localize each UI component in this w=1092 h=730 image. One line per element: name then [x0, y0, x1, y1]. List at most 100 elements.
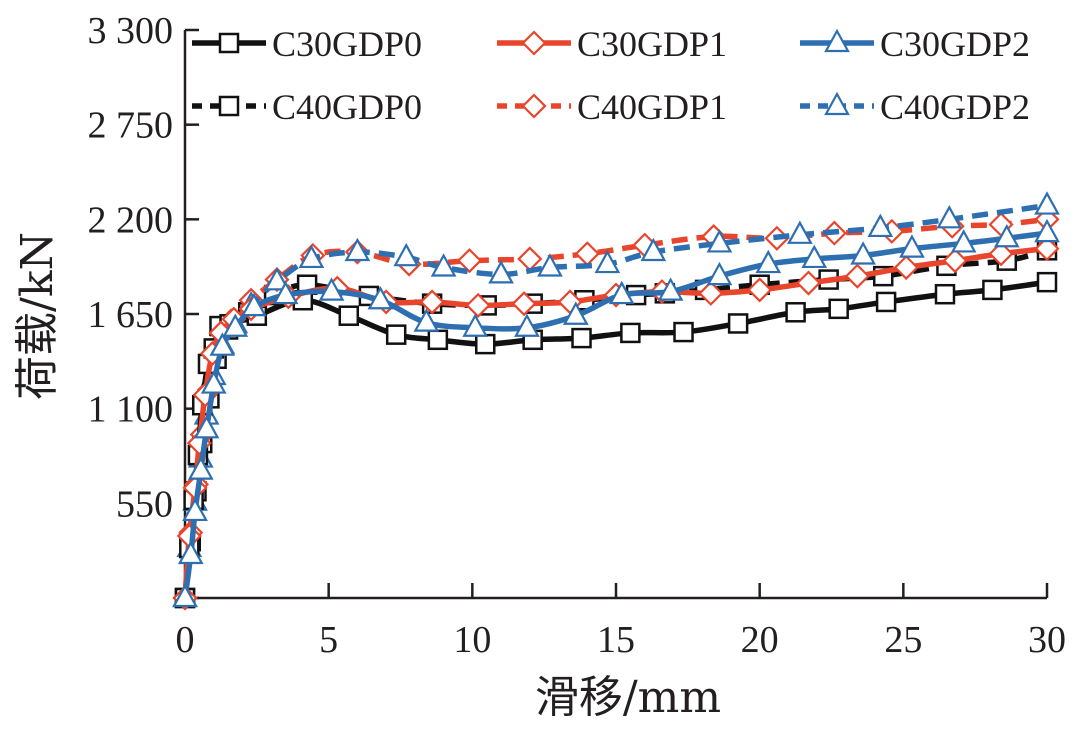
- data-point-triangle: [537, 253, 563, 277]
- data-point-triangle: [936, 205, 963, 229]
- data-point-triangle: [222, 313, 249, 337]
- data-point-triangle: [608, 280, 635, 305]
- data-point-triangle: [950, 229, 977, 253]
- data-point-triangle: [514, 313, 540, 337]
- data-point-triangle: [706, 261, 733, 286]
- data-point-triangle: [850, 241, 876, 265]
- legend-label: C40GDP2: [880, 87, 1030, 127]
- data-point-square: [338, 305, 360, 326]
- legend: C30GDP0 C30GDP1 C30GDP2 C40GDP0 C40GDP1 C40GD…: [192, 24, 1030, 127]
- x-tick-label: 15: [597, 619, 635, 661]
- data-point-triangle: [1034, 191, 1060, 215]
- x-tick-label: 25: [884, 619, 922, 661]
- data-point-triangle: [787, 220, 813, 244]
- data-point-diamond: [942, 248, 968, 274]
- legend-marker-diamond: [521, 93, 547, 119]
- series-line-c30gdp0: [182, 279, 1048, 599]
- data-point-triangle: [488, 260, 514, 284]
- data-point-triangle: [272, 280, 299, 305]
- data-point-diamond: [844, 263, 870, 289]
- legend-label: C30GDP2: [880, 24, 1030, 64]
- y-tick-label: 550: [116, 483, 173, 525]
- data-point-triangle: [755, 249, 782, 274]
- series-c30gdp0: [174, 271, 1058, 609]
- x-tick-label: 0: [176, 619, 195, 661]
- data-point-square: [828, 298, 849, 320]
- data-point-diamond: [747, 277, 773, 303]
- legend-item-c40gdp1: C40GDP1: [497, 87, 727, 127]
- legend-item-c40gdp2: C40GDP2: [800, 87, 1030, 127]
- series-layer: [172, 191, 1060, 611]
- axes: 550 1 100 1 650 2 200 2 750 3 300 0 5 10 15 20 25 30: [88, 10, 1067, 661]
- legend-label: C40GDP1: [577, 87, 727, 127]
- data-point-square: [875, 291, 897, 313]
- data-point-triangle: [367, 285, 394, 310]
- data-point-triangle: [241, 292, 267, 317]
- y-tick-label: 2 200: [88, 199, 174, 241]
- y-tick-label: 1 100: [88, 389, 174, 431]
- data-point-triangle: [298, 244, 325, 269]
- series-c30gdp2: [172, 218, 1060, 608]
- data-point-square: [934, 283, 956, 305]
- y-tick-label: 2 750: [88, 105, 174, 147]
- data-point-triangle: [193, 415, 220, 439]
- data-point-triangle: [182, 497, 208, 522]
- x-tick-label: 10: [453, 619, 491, 661]
- data-point-square: [673, 321, 694, 343]
- data-point-diamond: [574, 241, 600, 267]
- legend-label: C30GDP0: [272, 24, 422, 64]
- data-point-triangle: [413, 308, 440, 332]
- data-point-triangle: [801, 244, 828, 269]
- data-point-triangle: [562, 301, 589, 325]
- data-point-diamond: [456, 248, 483, 274]
- y-axis-title: 荷载/kN: [12, 232, 63, 400]
- data-point-square: [475, 333, 496, 355]
- legend-item-c40gdp0: C40GDP0: [192, 87, 422, 127]
- legend-item-c30gdp1: C30GDP1: [497, 24, 727, 64]
- data-point-square: [385, 324, 407, 345]
- data-point-triangle: [594, 249, 621, 274]
- data-point-square: [571, 327, 592, 349]
- data-point-diamond: [893, 254, 919, 281]
- data-point-triangle: [993, 223, 1020, 248]
- data-point-triangle: [264, 267, 290, 291]
- data-point-triangle: [1034, 218, 1060, 243]
- legend-marker-square: [218, 32, 240, 54]
- data-point-triangle: [187, 456, 214, 480]
- data-point-square: [727, 313, 749, 334]
- x-tick-label: 30: [1028, 619, 1066, 661]
- data-point-triangle: [706, 229, 733, 253]
- data-point-triangle: [344, 237, 371, 262]
- legend-label: C40GDP0: [272, 87, 422, 127]
- x-axis-title: 滑移/mm: [535, 672, 721, 723]
- legend-marker-triangle: [824, 91, 850, 116]
- data-point-triangle: [462, 313, 489, 337]
- data-point-diamond: [511, 291, 537, 317]
- data-point-square: [982, 279, 1003, 301]
- data-point-triangle: [657, 277, 684, 301]
- data-point-triangle: [177, 540, 204, 565]
- data-point-triangle: [172, 583, 198, 608]
- series-c40gdp2: [172, 191, 1060, 608]
- data-point-square: [785, 302, 806, 323]
- legend-marker-square: [218, 95, 240, 117]
- data-point-triangle: [430, 253, 457, 277]
- y-tick-label: 3 300: [88, 10, 174, 52]
- x-tick-label: 5: [319, 619, 338, 661]
- data-point-triangle: [867, 213, 894, 238]
- data-point-triangle: [393, 242, 420, 267]
- data-point-diamond: [795, 270, 822, 296]
- legend-marker-triangle: [824, 28, 850, 53]
- data-point-triangle: [640, 237, 667, 262]
- legend-marker-diamond: [521, 30, 547, 56]
- data-point-triangle: [200, 370, 227, 394]
- data-point-diamond: [698, 280, 724, 306]
- data-point-square: [1036, 271, 1058, 293]
- data-point-diamond: [419, 289, 445, 315]
- data-point-square: [620, 322, 641, 344]
- legend-item-c30gdp2: C30GDP2: [800, 24, 1030, 64]
- data-point-triangle: [209, 332, 236, 356]
- data-point-triangle: [318, 277, 345, 301]
- legend-item-c30gdp0: C30GDP0: [192, 24, 422, 64]
